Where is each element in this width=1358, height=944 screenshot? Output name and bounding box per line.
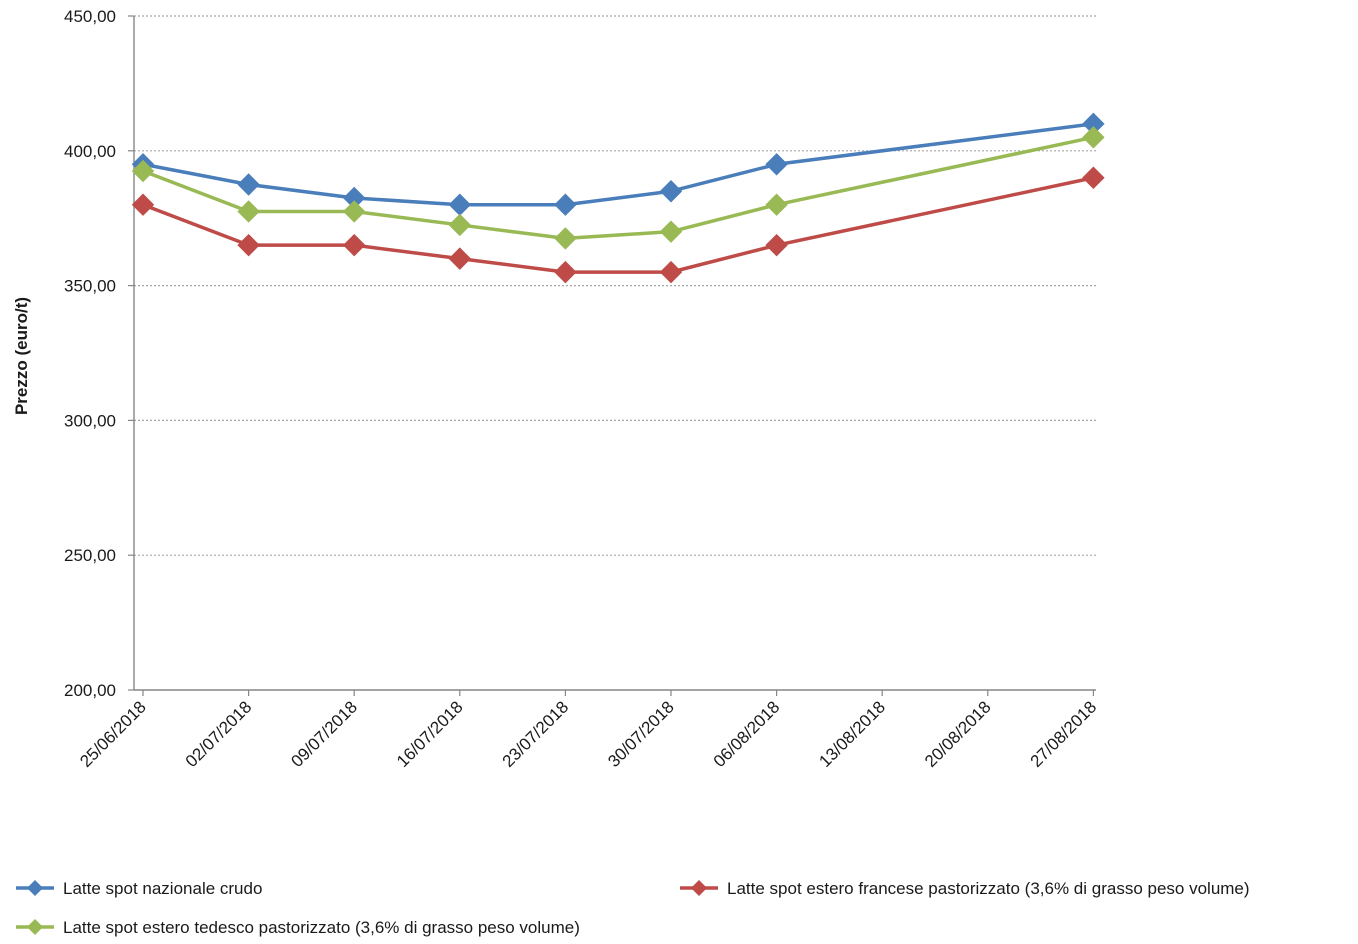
series-3-marker xyxy=(1082,126,1105,149)
legend-item-2: Latte spot estero francese pastorizzato … xyxy=(680,879,1250,898)
legend-swatch-marker xyxy=(691,880,707,896)
series-1-marker xyxy=(448,193,472,216)
series-3-marker xyxy=(554,227,577,250)
legend-swatch-marker xyxy=(27,919,43,935)
y-axis-title: Prezzo (euro/t) xyxy=(12,297,31,415)
y-tick-label: 350,00 xyxy=(64,277,116,296)
x-tick-label: 27/08/2018 xyxy=(1027,697,1101,771)
series-2-marker xyxy=(659,260,683,284)
legend-label: Latte spot estero tedesco pastorizzato (… xyxy=(63,918,580,937)
y-axis-tick-labels: 450,00 400,00 350,00 300,00 250,00 200,00 xyxy=(64,7,116,700)
series-1-marker xyxy=(659,180,683,203)
x-axis-tick-labels: 25/06/2018 02/07/2018 09/07/2018 16/07/2018… xyxy=(76,697,1100,771)
series-2-marker xyxy=(131,193,155,216)
x-tick-label: 06/08/2018 xyxy=(710,697,784,771)
series-markers xyxy=(131,112,1105,284)
axes xyxy=(128,15,1096,696)
series-3-marker xyxy=(237,200,260,223)
x-tick-label: 25/06/2018 xyxy=(76,697,150,771)
x-tick-label: 09/07/2018 xyxy=(287,697,361,771)
y-tick-label: 250,00 xyxy=(64,546,116,565)
y-tick-label: 400,00 xyxy=(64,142,116,161)
series-2-marker xyxy=(1082,166,1105,189)
y-tick-label: 300,00 xyxy=(64,411,116,430)
series-3-marker xyxy=(765,193,788,216)
gridlines xyxy=(134,15,1096,556)
y-tick-label: 200,00 xyxy=(64,681,116,700)
series-3-marker xyxy=(342,200,366,223)
x-tick-label: 20/08/2018 xyxy=(921,697,995,771)
legend-item-3: Latte spot estero tedesco pastorizzato (… xyxy=(16,918,580,937)
series-2-marker xyxy=(342,233,366,257)
legend-swatch-marker xyxy=(27,880,43,896)
legend-item-1: Latte spot nazionale crudo xyxy=(16,879,262,898)
series-2-marker xyxy=(448,247,472,270)
series-2-marker xyxy=(554,260,577,284)
series-line-3 xyxy=(142,135,1094,241)
x-tick-label: 30/07/2018 xyxy=(604,697,678,771)
x-tick-label: 02/07/2018 xyxy=(182,697,256,771)
series-1-marker xyxy=(554,193,577,216)
series-lines xyxy=(142,122,1094,274)
series-3-marker xyxy=(448,213,472,237)
series-line-2 xyxy=(142,176,1094,274)
x-tick-label: 16/07/2018 xyxy=(393,697,467,771)
series-3-marker xyxy=(659,220,683,243)
y-tick-label: 450,00 xyxy=(64,7,116,26)
legend-label: Latte spot nazionale crudo xyxy=(63,879,262,898)
series-line-1 xyxy=(142,122,1094,207)
legend: Latte spot nazionale crudo Latte spot est… xyxy=(16,879,1250,937)
series-1-marker xyxy=(765,153,788,176)
series-2-marker xyxy=(765,233,788,257)
series-2-marker xyxy=(237,233,260,257)
series-1-marker xyxy=(237,173,260,196)
legend-label: Latte spot estero francese pastorizzato … xyxy=(727,879,1250,898)
x-tick-label: 23/07/2018 xyxy=(499,697,573,771)
x-tick-label: 13/08/2018 xyxy=(815,697,889,771)
series-3-marker xyxy=(131,159,155,183)
